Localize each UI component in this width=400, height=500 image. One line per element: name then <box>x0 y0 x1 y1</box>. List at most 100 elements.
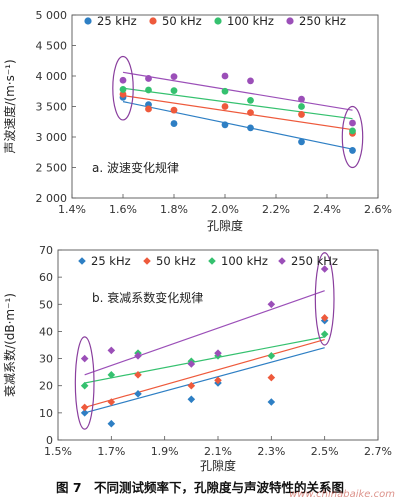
x-tick-label: 2.5% <box>311 445 339 458</box>
trend-line <box>84 290 325 376</box>
data-point <box>247 77 254 85</box>
trend-line <box>84 336 325 384</box>
x-tick-label: 2.2% <box>262 203 290 216</box>
data-point <box>298 103 305 110</box>
data-point <box>170 120 178 127</box>
y-tick-label: 10 <box>39 407 53 420</box>
data-point <box>170 73 178 81</box>
data-point <box>119 90 127 98</box>
data-point <box>80 409 89 417</box>
legend-label: 25 kHz <box>97 14 137 28</box>
data-point <box>267 398 276 406</box>
legend-marker <box>208 257 216 265</box>
legend-label: 100 kHz <box>221 254 268 268</box>
legend-marker <box>84 17 92 25</box>
y-tick-label: 2 000 <box>36 192 68 205</box>
data-point <box>214 376 222 385</box>
x-axis-label: 孔隙度 <box>200 458 236 473</box>
legend-marker <box>149 17 157 25</box>
data-point <box>298 111 305 118</box>
data-point <box>187 381 196 390</box>
y-tick-label: 4 500 <box>36 40 68 53</box>
highlight-ellipse <box>341 105 364 169</box>
x-tick-label: 2.1% <box>204 445 232 458</box>
data-point <box>349 147 356 154</box>
data-point <box>247 109 254 116</box>
data-point <box>80 381 89 390</box>
chart-subtitle: b. 衰减系数变化规律 <box>92 290 203 305</box>
data-point <box>221 87 229 95</box>
legend-marker <box>78 257 86 265</box>
x-tick-label: 2.0% <box>211 203 239 216</box>
data-point <box>145 86 152 94</box>
x-tick-label: 1.4% <box>58 203 86 216</box>
y-tick-label: 4 000 <box>36 70 68 83</box>
watermark-text: www.chinabaike.com <box>289 489 395 500</box>
y-tick-label: 40 <box>39 325 53 338</box>
y-tick-label: 70 <box>39 244 53 257</box>
attenuation-chart: 0 10 20 30 40 50 60 70 1.5% 1.7% 1.9% 2.1% 2.3% 2.5% 2… <box>2 244 392 473</box>
data-point <box>349 119 356 127</box>
data-point <box>214 349 222 357</box>
plot-frame <box>57 249 379 441</box>
data-point <box>145 75 152 82</box>
data-point <box>107 419 116 428</box>
x-axis-label: 孔隙度 <box>207 218 243 233</box>
data-point <box>187 360 196 368</box>
highlight-ellipse <box>112 55 134 121</box>
data-point <box>134 390 142 398</box>
data-point <box>80 403 89 412</box>
data-point <box>107 371 116 379</box>
legend-label: 50 kHz <box>156 254 196 268</box>
y-axis-label: 衰减系数/(dB·m⁻¹) <box>2 293 17 397</box>
data-point <box>298 138 305 146</box>
data-point <box>170 87 178 95</box>
legend-marker <box>278 257 286 265</box>
data-point <box>134 371 142 379</box>
legend-marker <box>214 17 222 25</box>
velocity-chart: 2 000 2 500 3 000 3 500 4 000 4 500 5 000 1.4% 1… <box>2 9 392 233</box>
y-tick-label: 0 <box>46 434 53 447</box>
data-point <box>320 330 329 338</box>
data-point <box>247 97 254 104</box>
data-point <box>267 373 276 382</box>
data-point <box>221 103 229 110</box>
x-tick-label: 1.9% <box>151 445 179 458</box>
data-point <box>247 124 254 132</box>
data-point <box>221 121 229 129</box>
data-point <box>107 346 116 355</box>
trend-line <box>84 347 325 414</box>
data-point <box>298 95 305 103</box>
data-point <box>349 127 356 135</box>
legend-marker <box>143 257 151 265</box>
legend-label: 50 kHz <box>162 14 202 28</box>
data-point <box>320 314 329 322</box>
trend-line <box>122 101 353 150</box>
highlight-ellipse <box>314 252 335 346</box>
highlight-ellipse <box>74 336 95 430</box>
legend-marker <box>286 17 294 25</box>
trend-line <box>122 87 353 120</box>
trend-line <box>122 94 353 131</box>
y-tick-label: 60 <box>39 271 53 284</box>
y-tick-label: 3 000 <box>36 131 68 144</box>
x-tick-label: 2.4% <box>313 203 341 216</box>
chart-subtitle: a. 波速变化规律 <box>92 160 179 175</box>
data-point <box>170 106 178 114</box>
x-tick-label: 2.7% <box>364 445 392 458</box>
y-axis-label: 声波速度/(m·s⁻¹) <box>2 59 17 153</box>
x-tick-label: 1.6% <box>109 203 137 216</box>
figure-caption: 图 7 不同测试频率下，孔隙度与声波特性的关系图 <box>56 480 344 495</box>
y-tick-label: 5 000 <box>36 9 68 22</box>
y-tick-label: 2 500 <box>36 162 68 175</box>
data-point <box>267 352 276 360</box>
data-point <box>320 265 329 273</box>
legend-label: 250 kHz <box>291 254 338 268</box>
trend-line <box>122 71 353 111</box>
y-tick-label: 3 500 <box>36 101 68 114</box>
x-tick-label: 1.5% <box>44 445 72 458</box>
x-tick-label: 1.7% <box>97 445 125 458</box>
data-point <box>107 398 116 406</box>
x-tick-label: 2.6% <box>364 203 392 216</box>
data-point <box>119 86 127 93</box>
